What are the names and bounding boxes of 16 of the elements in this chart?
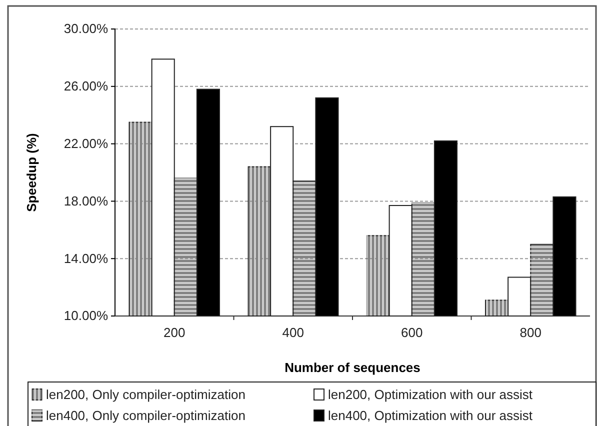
y-tick-label: 26.00% (64, 78, 108, 94)
legend-label: len200, Only compiler-optimization (46, 387, 246, 402)
y-tick-label: 22.00% (64, 136, 108, 151)
x-tick-label: 600 (401, 325, 423, 340)
y-tick-label: 30.00% (64, 21, 108, 36)
x-tick-label: 200 (164, 325, 186, 340)
x-tick-label: 400 (282, 325, 304, 340)
x-axis-title: Number of sequences (284, 360, 420, 375)
y-tick-label: 10.00% (64, 308, 108, 324)
legend-label: len200, Optimization with our assist (328, 387, 533, 402)
x-tick-label: 800 (520, 325, 542, 340)
y-tick-label: 18.00% (64, 193, 108, 208)
y-tick-label: 14.00% (64, 250, 108, 266)
y-axis-title: Speedup (%) (24, 133, 39, 212)
legend-label: len400, Only compiler-optimization (46, 408, 246, 423)
legend-label: len400, Optimization with our assist (328, 408, 533, 423)
